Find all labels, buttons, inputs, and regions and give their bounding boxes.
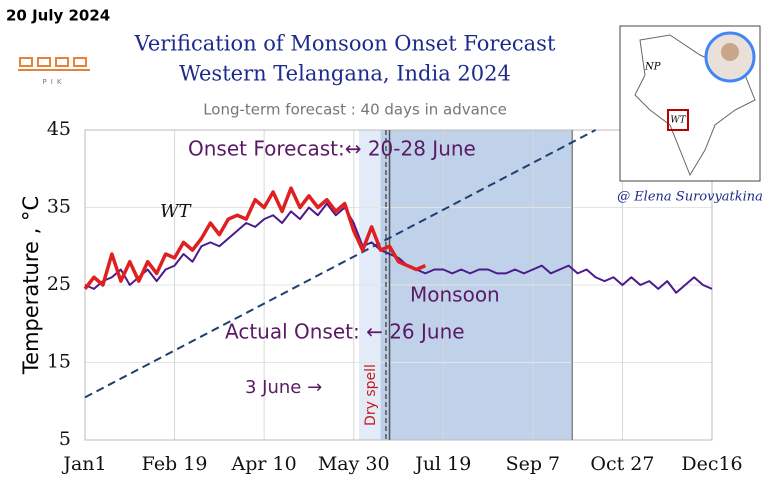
y-tick-label: 5 [59,428,71,450]
map-box [667,109,689,131]
logo-shape [19,57,33,67]
y-tick-label: 25 [47,273,71,295]
trend-line [84,129,597,399]
logo: PIK [18,57,90,86]
y-axis-label: Temperature , °C [19,196,43,375]
x-tick-label: May 30 [318,453,390,475]
annotation: Dry spell [363,364,379,426]
logo-shape [73,57,87,67]
plot-background: 5 15 25 35 45 Jan1 Feb 19 Apr 10 May 30 Jul 19 Sep… [47,118,743,475]
x-tick-label: Jan1 [61,453,106,475]
series-line [83,186,427,290]
x-tick-label: Dec16 [681,453,742,475]
chart-note: Long-term forecast : 40 days in advance [203,101,507,119]
credit: @ Elena Surovyatkina [617,190,763,205]
map-inset: NP WT [619,25,761,182]
map-label: WT [670,116,686,126]
logo-shape [55,57,69,67]
map-label: NP [644,62,661,73]
photo [721,43,739,61]
x-tick-label: Sep 7 [506,453,561,475]
date-stamp: 20 July 2024 [6,7,110,25]
series-label: WT [160,201,193,222]
x-tick-label: Feb 19 [142,453,208,475]
series-line [84,202,713,294]
x-tick-label: Apr 10 [231,453,297,475]
chart-title: Verification of Monsoon Onset Forecast [134,32,556,56]
y-tick-label: 15 [47,351,71,373]
annotation: Onset Forecast:↔ 20-28 June [188,137,476,161]
x-tick-label: Oct 27 [590,453,654,475]
annotation: Actual Onset: ← 26 June [225,320,465,344]
x-tick-label: Jul 19 [413,453,471,475]
chart-subtitle: Western Telangana, India 2024 [179,62,511,86]
annotation: 3 June → [245,377,322,398]
plot-foreground: WT [83,186,713,294]
annotation: Monsoon [410,283,500,307]
logo-text: PIK [43,78,66,86]
y-tick-label: 45 [47,118,71,140]
logo-shape [37,57,51,67]
y-tick-label: 35 [47,196,71,218]
